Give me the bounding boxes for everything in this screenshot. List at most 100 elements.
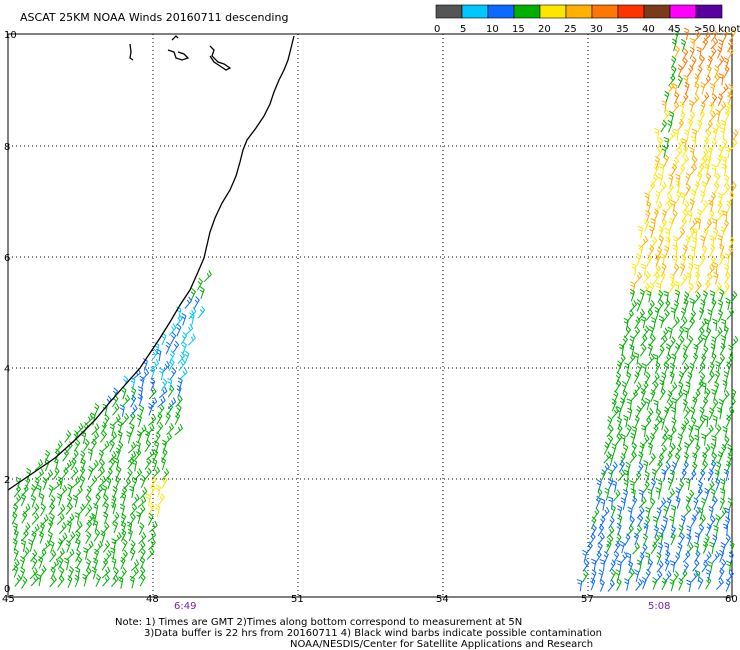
wind-barb [658, 497, 667, 510]
wind-barb [581, 569, 589, 583]
wind-barb [702, 136, 710, 150]
wind-barb [657, 479, 663, 492]
wind-barb [680, 307, 687, 321]
wind-barb [644, 192, 650, 205]
wind-barb [690, 55, 697, 69]
wind-barb [686, 64, 694, 78]
wind-barb [681, 56, 688, 70]
wind-barb [631, 263, 637, 276]
wind-barb [663, 406, 670, 420]
wind-barb [675, 486, 681, 500]
wind-barb [654, 570, 663, 583]
wind-barb [648, 181, 656, 194]
wind-barb [729, 28, 736, 42]
wind-barb [608, 516, 615, 529]
wind-barb [713, 271, 719, 285]
wind-barb [97, 466, 106, 479]
wind-barb [700, 299, 706, 313]
wind-barb [698, 54, 705, 68]
wind-barb [139, 573, 146, 587]
wind-barb [680, 192, 686, 205]
wind-barb [74, 530, 81, 543]
wind-barb [701, 344, 709, 358]
wind-barb [100, 530, 106, 543]
wind-barb [693, 291, 701, 304]
legend-swatch [539, 4, 567, 19]
wind-barb [667, 326, 673, 340]
wind-barb [701, 497, 707, 511]
note-line-1: Note: 1) Times are GMT 2)Times along bot… [115, 617, 522, 628]
wind-barb [85, 519, 93, 533]
wind-barb [729, 138, 738, 151]
wind-barb [126, 521, 133, 534]
wind-barb [717, 200, 723, 214]
wind-barb [674, 45, 681, 59]
wind-barb [670, 55, 677, 69]
wind-barb [697, 523, 705, 537]
wind-barb [84, 495, 92, 508]
wind-barb [724, 534, 731, 547]
wind-barb [641, 434, 650, 447]
wind-barb [715, 326, 723, 340]
wind-barb [710, 29, 718, 42]
wind-barb [633, 370, 640, 384]
wind-barb [588, 532, 596, 546]
wind-barb [168, 323, 177, 336]
wind-barb [651, 372, 660, 385]
wind-barb [694, 81, 700, 95]
wind-barb [148, 387, 157, 400]
wind-barb [710, 342, 716, 356]
wind-barb [13, 548, 19, 561]
wind-barb [127, 528, 133, 542]
lon-label-51: 51 [291, 594, 304, 605]
wind-barb [658, 345, 665, 358]
wind-barb [630, 389, 639, 402]
wind-barb [624, 578, 630, 591]
wind-barb [144, 439, 152, 453]
lat-label-6: 6 [4, 253, 10, 264]
wind-barb [641, 362, 647, 376]
wind-barb [697, 119, 703, 133]
wind-barb [644, 552, 651, 565]
wind-barb [34, 459, 44, 471]
wind-barb [656, 507, 662, 521]
wind-barb [723, 174, 730, 188]
wind-barb [654, 360, 661, 374]
wind-barb [630, 281, 636, 294]
wind-barb [616, 578, 622, 591]
wind-barb [652, 577, 658, 590]
wind-barb [640, 424, 647, 437]
legend-swatch [461, 4, 489, 19]
wind-barb [112, 567, 119, 580]
wind-barb [82, 573, 88, 587]
wind-barb [678, 577, 684, 591]
wind-barb [126, 430, 132, 444]
wind-barb [64, 430, 72, 443]
wind-barb [654, 253, 661, 267]
wind-barb [13, 484, 22, 498]
wind-barb [167, 384, 175, 398]
wind-barb [685, 381, 691, 394]
wind-barb [75, 538, 81, 551]
lon-label-57: 57 [581, 594, 594, 605]
wind-barb [71, 476, 81, 489]
wind-barb [591, 569, 597, 583]
wind-barb [627, 568, 635, 581]
wind-barb [607, 478, 614, 491]
wind-barb [705, 172, 712, 186]
wind-barb [139, 486, 148, 500]
wind-barb [698, 415, 706, 429]
wind-barb [684, 81, 690, 95]
wind-barb [119, 503, 125, 517]
wind-barb [622, 389, 628, 403]
wind-barb [690, 155, 698, 169]
wind-barb [636, 559, 642, 573]
wind-barb [157, 493, 165, 506]
wind-barb [658, 531, 664, 545]
wind-barb [97, 458, 106, 472]
wind-barb [701, 381, 707, 394]
wind-barb [650, 389, 656, 402]
wind-barb [702, 31, 711, 44]
wind-barb [644, 568, 651, 582]
